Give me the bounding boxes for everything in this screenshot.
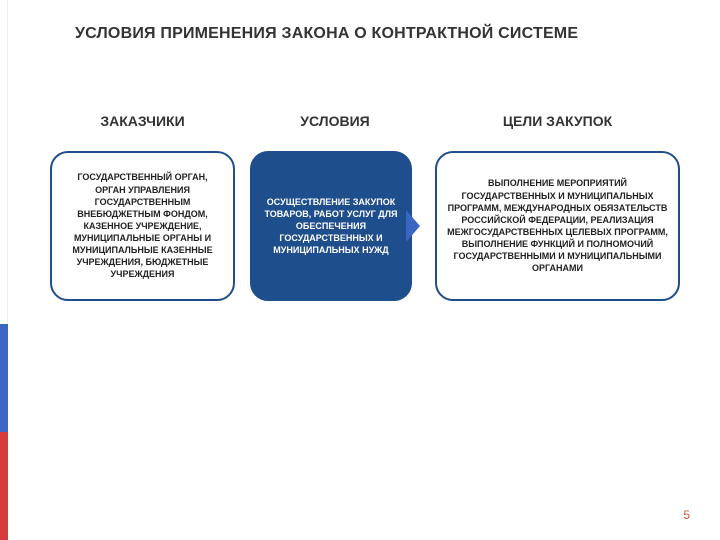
customers-text: ГОСУДАРСТВЕННЫЙ ОРГАН, ОРГАН УПРАВЛЕНИЯ … (62, 171, 223, 280)
flag-stripe-blue (0, 324, 8, 432)
page-title: УСЛОВИЯ ПРИМЕНЕНИЯ ЗАКОНА О КОНТРАКТНОЙ … (75, 25, 680, 43)
column-customers: ЗАКАЗЧИКИ ГОСУДАРСТВЕННЫЙ ОРГАН, ОРГАН У… (50, 113, 235, 301)
flag-stripe-red (0, 432, 8, 540)
column-header-conditions: УСЛОВИЯ (300, 113, 369, 129)
slide: УСЛОВИЯ ПРИМЕНЕНИЯ ЗАКОНА О КОНТРАКТНОЙ … (0, 0, 720, 540)
column-goals: ЦЕЛИ ЗАКУПОК ВЫПОЛНЕНИЕ МЕРОПРИЯТИЙ ГОСУ… (435, 113, 680, 301)
flag-stripe-white (0, 0, 8, 324)
column-header-goals: ЦЕЛИ ЗАКУПОК (503, 113, 612, 129)
diagram-row: ЗАКАЗЧИКИ ГОСУДАРСТВЕННЫЙ ОРГАН, ОРГАН У… (50, 113, 680, 301)
goals-box: ВЫПОЛНЕНИЕ МЕРОПРИЯТИЙ ГОСУДАРСТВЕННЫХ И… (435, 151, 680, 301)
goals-text: ВЫПОЛНЕНИЕ МЕРОПРИЯТИЙ ГОСУДАРСТВЕННЫХ И… (447, 177, 668, 274)
conditions-text: ОСУЩЕСТВЛЕНИЕ ЗАКУПОК ТОВАРОВ, РАБОТ УСЛ… (262, 196, 400, 257)
column-header-customers: ЗАКАЗЧИКИ (100, 113, 184, 129)
customers-box: ГОСУДАРСТВЕННЫЙ ОРГАН, ОРГАН УПРАВЛЕНИЯ … (50, 151, 235, 301)
conditions-wrap: ОСУЩЕСТВЛЕНИЕ ЗАКУПОК ТОВАРОВ, РАБОТ УСЛ… (250, 151, 420, 301)
conditions-box: ОСУЩЕСТВЛЕНИЕ ЗАКУПОК ТОВАРОВ, РАБОТ УСЛ… (250, 151, 412, 301)
column-conditions: УСЛОВИЯ ОСУЩЕСТВЛЕНИЕ ЗАКУПОК ТОВАРОВ, Р… (250, 113, 420, 301)
arrow-right-icon (406, 210, 420, 242)
page-number: 5 (683, 508, 690, 522)
